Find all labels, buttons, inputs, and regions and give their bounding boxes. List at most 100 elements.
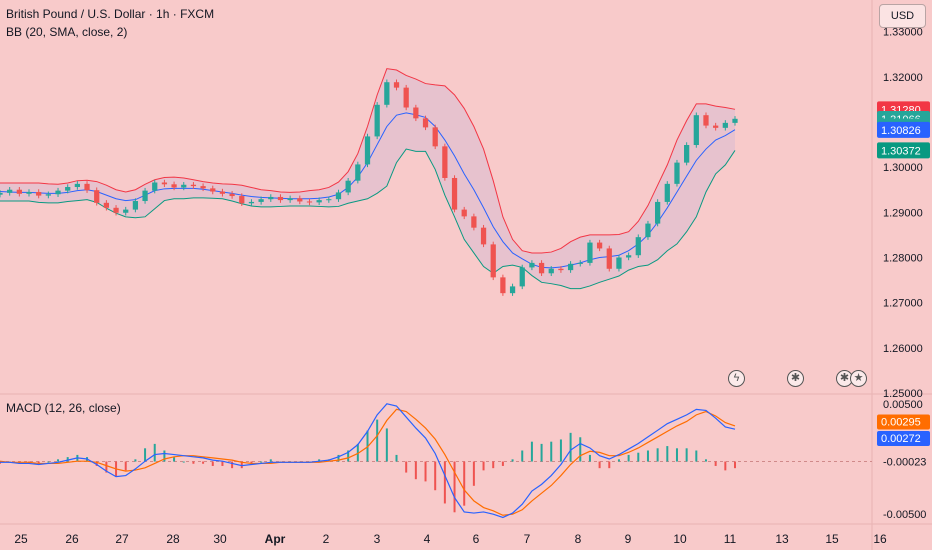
macd-histogram-bar [211,461,214,466]
bollinger-band-fill [0,68,735,289]
time-axis-tick: 26 [65,532,79,546]
candle-body [664,183,670,202]
macd-histogram-bar [530,441,533,462]
candle-body [142,190,148,202]
candle-body [55,190,61,195]
candle-body [403,87,409,108]
flag-us-icon[interactable]: ★ [850,370,867,387]
candle-body [355,164,361,181]
bollinger-bands-legend[interactable]: BB (20, SMA, close, 2) [6,25,128,39]
candle-body [132,201,139,210]
candle-body [635,237,641,256]
candle-body [558,268,564,271]
candle-body [548,268,554,274]
candle-body [335,192,342,200]
candle-body [364,136,371,165]
macd-histogram-bar [569,432,572,462]
macd-histogram-bar [95,461,98,466]
time-axis-tick: 11 [724,532,737,546]
candle-body [45,194,51,196]
candle-body [645,223,651,238]
macd-histogram-bar [627,454,630,462]
candle-body [239,196,245,204]
candle-body [306,201,313,203]
candle-body [509,286,516,294]
time-axis-tick: 3 [374,532,381,546]
candle-body [65,187,71,191]
time-axis-tick: 13 [775,532,789,546]
macd-line [0,403,736,519]
price-badge-label: 1.30826 [881,125,921,137]
price-axis-tick: 1.29000 [883,207,923,219]
price-badge-bg [877,121,930,138]
time-axis-tick: 6 [473,532,480,546]
macd-legend[interactable]: MACD (12, 26, close) [6,401,121,415]
time-axis-tick: Apr [265,532,286,546]
candle-body [538,262,545,274]
macd-badge-bg [877,414,930,430]
price-axis-tick: 1.28000 [883,252,923,264]
macd-histogram-bar [173,457,176,462]
time-axis-tick: 4 [424,532,431,546]
price-badge[interactable]: 1.30826 [877,121,930,138]
candle-body [229,193,235,197]
macd-histogram-bar [704,459,707,462]
lightning-icon[interactable]: ϟ [728,370,745,387]
candle-body [413,107,419,119]
time-axis-tick: 28 [166,532,180,546]
candle-body [693,115,699,146]
price-axis-tick: 1.32000 [883,72,923,84]
macd-histogram-bar [443,461,446,504]
macd-histogram-bar [521,450,524,462]
macd-histogram-bar [637,452,640,462]
candle-body [161,182,168,185]
price-axis-tick: 1.33000 [883,27,923,39]
currency-button[interactable]: USD [879,4,926,28]
candle-body [190,184,197,187]
macd-histogram-bar [695,450,698,462]
macd-histogram-bar [269,459,272,462]
macd-signal-line [0,408,736,516]
candle-body [113,207,119,213]
candle-body [326,199,332,201]
candle-body [36,191,42,196]
macd-histogram-bar [598,461,601,469]
macd-histogram-bar [646,450,649,462]
macd-histogram-bar [472,461,475,486]
candle-body [451,177,458,210]
macd-histogram-bar [511,459,514,462]
time-axis-tick: 9 [625,532,632,546]
candle-body [152,182,158,191]
candle-body [703,115,709,126]
candle-body [181,184,187,188]
macd-histogram-bar [501,461,504,466]
macd-histogram-bar [260,461,263,463]
macd-histogram-bar [153,443,156,462]
macd-histogram-bar [347,450,350,462]
macd-histogram-bar [385,428,388,462]
macd-histogram-bar [356,443,359,462]
macd-histogram-bar [714,461,717,466]
macd-histogram-bar [685,448,688,462]
candle-body [200,186,206,189]
candle-body [84,183,90,191]
candle-body [277,196,284,201]
candle-body [26,191,32,194]
macd-histogram-bar [540,443,543,462]
macd-histogram-bar [37,461,40,464]
time-axis-tick: 16 [873,532,887,546]
time-axis-tick: 30 [213,532,227,546]
price-badge[interactable]: 1.30372 [877,142,930,159]
macd-histogram-bar [240,461,243,469]
candle-body [732,118,738,123]
candle-body [7,189,13,193]
flag-gb-icon[interactable]: ✱ [787,370,804,387]
macd-histogram-bar [202,461,205,464]
candle-body [606,248,612,269]
macd-histogram-bar [318,459,321,462]
macd-histogram-bar [124,461,127,471]
symbol-title: British Pound / U.S. Dollar · 1h · FXCM [6,7,215,21]
time-axis-tick: 15 [825,532,839,546]
candle-body [268,196,274,200]
